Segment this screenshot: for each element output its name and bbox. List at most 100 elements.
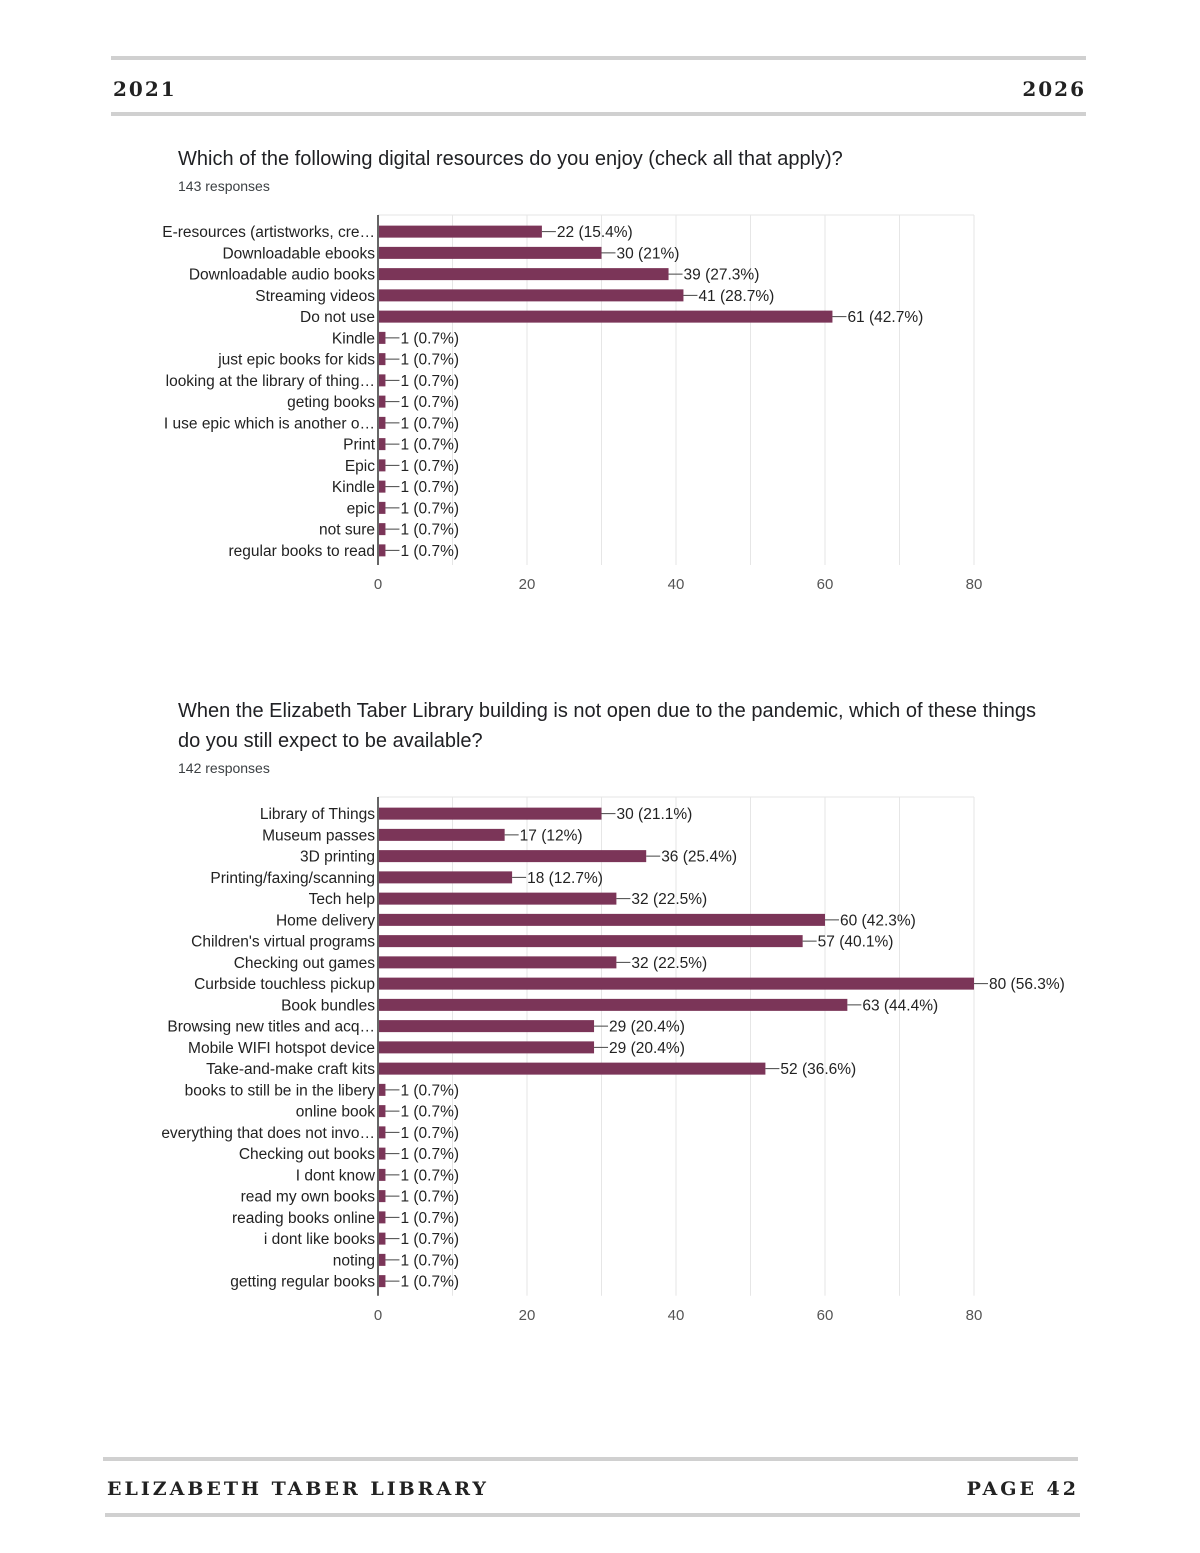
data-label: 17 (12%) <box>520 827 583 844</box>
footer-bottom-rule <box>105 1513 1080 1517</box>
header-bottom-rule <box>111 112 1086 116</box>
category-label: Do not use <box>300 309 375 326</box>
bar <box>379 374 386 387</box>
chart-expected-services: 0 20 40 60 80 Library of Things 30 (21.1%) Muse… <box>161 796 1065 1324</box>
data-label: 52 (36.6%) <box>780 1061 856 1078</box>
data-label: 1 (0.7%) <box>400 394 459 411</box>
bar <box>379 998 848 1011</box>
bar <box>379 1126 386 1139</box>
category-label: Tech help <box>309 891 375 908</box>
x-tick-label: 80 <box>966 576 983 593</box>
data-label: 1 (0.7%) <box>400 373 459 390</box>
category-label: online book <box>296 1104 376 1121</box>
data-label: 1 (0.7%) <box>400 1231 459 1248</box>
category-label: just epic books for kids <box>217 352 375 369</box>
category-label: books to still be in the libery <box>185 1082 376 1099</box>
bar <box>379 1062 766 1075</box>
x-tick-label: 0 <box>374 576 382 593</box>
question-2-title: When the Elizabeth Taber Library buildin… <box>178 700 1036 752</box>
x-tick-label: 40 <box>668 1307 685 1324</box>
footer-page-label: PAGE 42 <box>966 1478 1079 1500</box>
bar <box>379 225 542 238</box>
bar <box>379 438 386 451</box>
bar <box>379 1147 386 1160</box>
data-label: 1 (0.7%) <box>400 522 459 539</box>
bar <box>379 459 386 472</box>
bar <box>379 1020 595 1033</box>
bar <box>379 871 513 884</box>
bar <box>379 1083 386 1096</box>
bar <box>379 268 669 281</box>
data-label: 30 (21.1%) <box>617 806 693 823</box>
category-label: 3D printing <box>300 849 375 866</box>
chart-digital-resources: 0 20 40 60 80 E-resources (artistworks, cre… 2… <box>162 214 983 593</box>
category-label: regular books to read <box>229 543 375 560</box>
category-label: Museum passes <box>262 827 375 844</box>
category-label: geting books <box>287 394 375 411</box>
data-label: 1 (0.7%) <box>400 1274 459 1291</box>
data-label: 63 (44.4%) <box>862 997 938 1014</box>
category-label: looking at the library of thing… <box>166 373 375 390</box>
bar <box>379 544 386 557</box>
data-label: 39 (27.3%) <box>684 267 760 284</box>
category-label: Downloadable audio books <box>189 267 375 284</box>
x-tick-label: 20 <box>519 1307 536 1324</box>
data-label: 18 (12.7%) <box>527 870 603 887</box>
category-label: epic <box>347 500 376 517</box>
bar <box>379 289 684 302</box>
question-2-response-count: 142 responses <box>178 760 270 776</box>
data-label: 41 (28.7%) <box>698 288 774 305</box>
data-label: 32 (22.5%) <box>631 891 707 908</box>
category-label: Browsing new titles and acq… <box>167 1019 375 1036</box>
bar <box>379 892 617 905</box>
category-label: not sure <box>319 522 375 539</box>
data-label: 1 (0.7%) <box>400 1125 459 1142</box>
bar <box>379 913 825 926</box>
category-label: reading books online <box>232 1210 375 1227</box>
bar <box>379 807 602 820</box>
data-label: 57 (40.1%) <box>818 934 894 951</box>
data-label: 1 (0.7%) <box>400 1252 459 1269</box>
bar <box>379 1105 386 1118</box>
bar <box>379 1253 386 1266</box>
header-year-left: 2021 <box>113 77 177 101</box>
data-label: 1 (0.7%) <box>400 543 459 560</box>
data-label: 1 (0.7%) <box>400 1104 459 1121</box>
category-label: Kindle <box>332 330 375 347</box>
data-label: 29 (20.4%) <box>609 1040 685 1057</box>
data-label: 30 (21%) <box>617 245 680 262</box>
question-1-response-count: 143 responses <box>178 178 270 194</box>
bar <box>379 956 617 969</box>
x-tick-label: 80 <box>966 1307 983 1324</box>
data-label: 32 (22.5%) <box>631 955 707 972</box>
data-label: 1 (0.7%) <box>400 437 459 454</box>
category-label: Library of Things <box>260 806 375 823</box>
category-label: E-resources (artistworks, cre… <box>162 224 375 241</box>
bar <box>379 1211 386 1224</box>
x-tick-label: 60 <box>817 576 834 593</box>
category-label: everything that does not invo… <box>161 1125 375 1142</box>
footer-library-name: ELIZABETH TABER LIBRARY <box>107 1478 489 1500</box>
category-label: I use epic which is another o… <box>164 415 375 432</box>
category-label: getting regular books <box>230 1274 375 1291</box>
bar <box>379 501 386 514</box>
x-tick-label: 40 <box>668 576 685 593</box>
bar <box>379 977 974 990</box>
category-label: Checking out books <box>239 1146 375 1163</box>
x-tick-label: 0 <box>374 1307 382 1324</box>
data-label: 36 (25.4%) <box>661 849 737 866</box>
bar <box>379 395 386 408</box>
category-label: Take-and-make craft kits <box>206 1061 375 1078</box>
data-label: 1 (0.7%) <box>400 458 459 475</box>
data-label: 1 (0.7%) <box>400 352 459 369</box>
bar <box>379 1041 595 1054</box>
x-tick-label: 60 <box>817 1307 834 1324</box>
data-label: 1 (0.7%) <box>400 1082 459 1099</box>
category-label: Curbside touchless pickup <box>194 976 375 993</box>
data-label: 1 (0.7%) <box>400 1167 459 1184</box>
data-label: 61 (42.7%) <box>847 309 923 326</box>
bar <box>379 1275 386 1288</box>
bar <box>379 310 833 323</box>
data-label: 1 (0.7%) <box>400 1146 459 1163</box>
category-label: Mobile WIFI hotspot device <box>188 1040 375 1057</box>
